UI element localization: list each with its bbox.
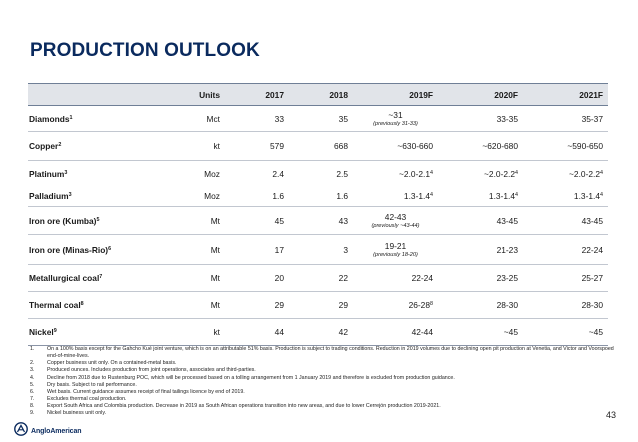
footnote: 8. Export South Africa and Colombia produ… bbox=[30, 403, 441, 410]
header-2019f: 2019F bbox=[353, 83, 438, 106]
cell-2020f: ~45 bbox=[438, 318, 523, 346]
table-row: Nickel9 kt 44 42 42-44 ~45 ~45 bbox=[28, 318, 608, 346]
header-2018: 2018 bbox=[289, 83, 353, 106]
cell-units: Mt bbox=[158, 234, 225, 265]
page-number: 43 bbox=[605, 410, 616, 420]
cell-2018: 668 bbox=[289, 131, 353, 161]
cell-2017: 1.6 bbox=[225, 186, 289, 207]
footnote: 6. Wet basis. Current guidance assumes re… bbox=[30, 388, 245, 395]
header-2021f: 2021F bbox=[523, 83, 608, 106]
production-table: Units 2017 2018 2019F 2020F 2021F Diamon… bbox=[28, 83, 608, 346]
cell-2017: 20 bbox=[225, 264, 289, 292]
cell-2018: 29 bbox=[289, 291, 353, 319]
cell-2021f: 43-45 bbox=[523, 206, 608, 235]
cell-2020f: ~620-680 bbox=[438, 131, 523, 161]
previous-guidance-note: (previously 18-20) bbox=[373, 252, 418, 258]
header-2017: 2017 bbox=[225, 83, 289, 106]
cell-2017: 579 bbox=[225, 131, 289, 161]
cell-2021f: ~45 bbox=[523, 318, 608, 346]
row-label: Copper2 bbox=[28, 131, 158, 161]
table-row: Iron ore (Kumba)5 Mt 45 43 42-43 (previou… bbox=[28, 206, 608, 235]
cell-2020f: 33-35 bbox=[438, 105, 523, 132]
row-label: Iron ore (Kumba)5 bbox=[28, 206, 158, 235]
cell-2020f: 28-30 bbox=[438, 291, 523, 319]
cell-2018: 35 bbox=[289, 105, 353, 132]
header-units: Units bbox=[158, 83, 225, 106]
cell-2018: 42 bbox=[289, 318, 353, 346]
cell-units: Mt bbox=[158, 291, 225, 319]
cell-units: Moz bbox=[158, 186, 225, 207]
cell-2017: 29 bbox=[225, 291, 289, 319]
cell-2019f: 19-21 (previously 18-20) bbox=[353, 234, 438, 265]
cell-units: Mt bbox=[158, 206, 225, 235]
row-label: Diamonds1 bbox=[28, 105, 158, 132]
table-row: Platinum3 Moz 2.4 2.5 ~2.0-2.14 ~2.0-2.2… bbox=[28, 161, 608, 187]
row-label: Platinum3 bbox=[29, 168, 68, 179]
table-row: Copper2 kt 579 668 ~630-660 ~620-680 ~59… bbox=[28, 131, 608, 161]
cell-2018: 22 bbox=[289, 264, 353, 292]
cell-2020f: ~2.0-2.24 bbox=[484, 168, 518, 179]
cell-2020f: 43-45 bbox=[438, 206, 523, 235]
cell-units: Mt bbox=[158, 264, 225, 292]
footnotes: 1. On a 100% basis except for the Gahcho … bbox=[30, 346, 615, 418]
header-2020f: 2020F bbox=[438, 83, 523, 106]
cell-2020f: 1.3-1.44 bbox=[438, 186, 523, 207]
row-label: Palladium3 bbox=[28, 186, 158, 207]
table-row: Diamonds1 Mct 33 35 ~31 (previously 31-33… bbox=[28, 105, 608, 132]
page-title: PRODUCTION OUTLOOK bbox=[30, 40, 260, 61]
footnote: 5. Dry basis. Subject to rail performance… bbox=[30, 381, 137, 388]
row-label: Iron ore (Minas-Rio)6 bbox=[28, 234, 158, 265]
cell-units: kt bbox=[158, 318, 225, 346]
cell-2018: 43 bbox=[289, 206, 353, 235]
header-cell-blank bbox=[28, 83, 158, 106]
table-row: Iron ore (Minas-Rio)6 Mt 17 3 19-21 (prev… bbox=[28, 234, 608, 265]
row-label: Thermal coal8 bbox=[28, 291, 158, 319]
cell-2021f: ~590-650 bbox=[523, 131, 608, 161]
cell-2017: 17 bbox=[225, 234, 289, 265]
table-row: Metallurgical coal7 Mt 20 22 22-24 23-25… bbox=[28, 264, 608, 292]
cell-units: Mct bbox=[158, 105, 225, 132]
previous-guidance-note: (previously ~43-44) bbox=[371, 223, 420, 229]
row-label: Nickel9 bbox=[28, 318, 158, 346]
cell-2019f: 22-24 bbox=[353, 264, 438, 292]
table-row: Thermal coal8 Mt 29 29 26-288 28-30 28-3… bbox=[28, 291, 608, 319]
company-logo: AngloAmerican bbox=[14, 422, 82, 441]
cell-2019f: ~31 (previously 31-33) bbox=[353, 105, 438, 132]
cell-2021f: ~2.0-2.24 bbox=[569, 168, 603, 179]
cell-2021f: 35-37 bbox=[523, 105, 608, 132]
row-label: Metallurgical coal7 bbox=[28, 264, 158, 292]
cell-2017: 33 bbox=[225, 105, 289, 132]
cell-2017: 2.4 bbox=[272, 168, 284, 179]
cell-2019f: ~2.0-2.14 bbox=[399, 168, 433, 179]
footnote: 3. Produced ounces. Includes production f… bbox=[30, 367, 256, 374]
table-row: Palladium3 Moz 1.6 1.6 1.3-1.44 1.3-1.44… bbox=[28, 186, 608, 207]
cell-units: Moz bbox=[204, 168, 220, 179]
cell-2020f: 21-23 bbox=[438, 234, 523, 265]
footnote: 1. On a 100% basis except for the Gahcho … bbox=[30, 346, 614, 360]
footnote: 2. Copper business unit only. On a contai… bbox=[30, 360, 177, 367]
cell-2020f: 23-25 bbox=[438, 264, 523, 292]
cell-2017: 45 bbox=[225, 206, 289, 235]
footnote: 7. Excludes thermal coal production. bbox=[30, 396, 127, 403]
anglo-american-logo-icon bbox=[14, 422, 28, 441]
cell-2021f: 25-27 bbox=[523, 264, 608, 292]
cell-2018: 2.5 bbox=[336, 168, 348, 179]
footnote: 9. Nickel business unit only. bbox=[30, 410, 107, 417]
cell-2019f: 26-288 bbox=[353, 291, 438, 319]
cell-2019f: 42-44 bbox=[353, 318, 438, 346]
cell-2017: 44 bbox=[225, 318, 289, 346]
table-header-row: Units 2017 2018 2019F 2020F 2021F bbox=[28, 83, 608, 106]
cell-2019f: 42-43 (previously ~43-44) bbox=[353, 206, 438, 235]
previous-guidance-note: (previously 31-33) bbox=[373, 121, 418, 127]
cell-2021f: 22-24 bbox=[523, 234, 608, 265]
cell-2018: 1.6 bbox=[289, 186, 353, 207]
cell-units: kt bbox=[158, 131, 225, 161]
cell-2021f: 1.3-1.44 bbox=[523, 186, 608, 207]
logo-text: AngloAmerican bbox=[31, 428, 82, 435]
cell-2018: 3 bbox=[289, 234, 353, 265]
footnote: 4. Decline from 2018 due to Rustenburg PO… bbox=[30, 374, 455, 381]
cell-2019f: 1.3-1.44 bbox=[353, 186, 438, 207]
cell-2019f: ~630-660 bbox=[353, 131, 438, 161]
cell-2021f: 28-30 bbox=[523, 291, 608, 319]
